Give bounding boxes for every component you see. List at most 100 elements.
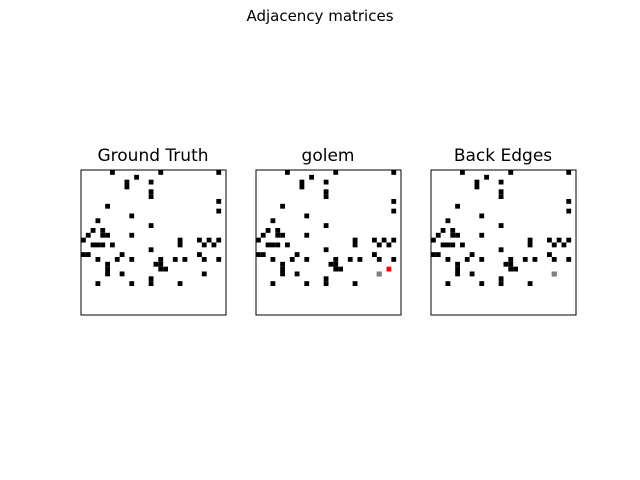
matrix-cell-edge: [148, 179, 154, 185]
matrix-cell-edge: [347, 257, 353, 262]
matrix-cell-edge: [333, 170, 339, 175]
matrix-cell-edge: [460, 170, 465, 175]
matrix-cell-edge: [197, 237, 202, 243]
matrix-cell-edge: [508, 261, 514, 267]
matrix-cell-edge: [85, 252, 91, 257]
matrix-cell-edge: [479, 213, 485, 219]
matrix-cell-edge: [270, 281, 276, 286]
matrix-cell-edge: [391, 208, 397, 214]
matrix-cell-edge: [474, 179, 480, 185]
matrix-cell-edge: [275, 228, 281, 233]
matrix-cell-edge: [372, 252, 377, 257]
matrix-cell-edge: [323, 223, 329, 228]
matrix-cell-edge: [177, 281, 183, 286]
matrix-cell-edge: [129, 257, 135, 262]
matrix-cell-edge: [206, 237, 212, 243]
matrix-cell-edge: [304, 257, 310, 262]
matrix-cell-edge: [134, 174, 139, 180]
matrix-cell-edge: [352, 281, 358, 286]
matrix-cell-edge: [275, 242, 281, 248]
matrix-cell-edge: [527, 237, 533, 243]
matrix-cell-edge: [158, 266, 164, 272]
matrix-cell-edge: [551, 242, 557, 248]
matrix-cell-edge: [201, 271, 207, 277]
matrix-cell-edge: [211, 242, 217, 248]
matrix-cell-edge: [163, 266, 168, 272]
matrix-cell-edge: [197, 252, 202, 257]
matrix-cell-edge: [445, 218, 451, 224]
matrix-cell-edge: [256, 252, 261, 257]
matrix-cell-edge: [201, 242, 207, 248]
matrix-cell-edge: [270, 242, 276, 248]
matrix-cell-edge: [90, 242, 96, 248]
matrix-cell-edge: [294, 252, 300, 257]
matrix-cell-edge: [498, 281, 504, 286]
matrix-cell-edge: [129, 232, 135, 238]
matrix-cell-edge: [333, 261, 339, 267]
matrix-cell-edge: [285, 242, 290, 248]
matrix-cell-edge: [566, 170, 572, 175]
matrix-cell-edge: [177, 237, 183, 243]
matrix-cell-edge: [431, 237, 436, 243]
matrix-cell-edge: [479, 257, 485, 262]
matrix-cell-edge: [498, 247, 504, 253]
matrix-cell-edge: [508, 266, 514, 272]
matrix-cell-edge: [105, 266, 110, 272]
matrix-cell-edge: [323, 276, 329, 282]
matrix-cell-edge: [265, 228, 271, 233]
matrix-cell-highlight: [551, 271, 557, 277]
matrix-cell-edge: [498, 276, 504, 282]
matrix-cell-edge: [547, 237, 552, 243]
panel-back-edges: Back Edges: [430, 146, 577, 316]
matrix-cell-edge: [148, 281, 154, 286]
matrix-cell-edge: [148, 223, 154, 228]
matrix-cell-edge: [201, 257, 207, 262]
matrix-cell-edge: [527, 242, 533, 248]
matrix-cell-edge: [270, 218, 276, 224]
matrix-cell-edge: [129, 281, 135, 286]
matrix-cell-edge: [391, 170, 397, 175]
matrix-cell-edge: [376, 257, 382, 262]
matrix-cell-edge: [460, 242, 465, 248]
matrix-cell-edge: [450, 242, 456, 248]
matrix-cell-edge: [566, 257, 572, 262]
matrix-cell-edge: [285, 170, 290, 175]
matrix-cell-edge: [177, 242, 183, 248]
matrix-cell-edge: [333, 257, 339, 262]
matrix-cell-edge: [280, 266, 285, 272]
matrix-cell-edge: [464, 257, 470, 262]
matrix-cell-edge: [566, 237, 572, 243]
matrix-cell-edge: [280, 261, 285, 267]
matrix-cell-highlight: [376, 271, 382, 277]
matrix-cell-edge: [391, 199, 397, 204]
matrix-cell-edge: [561, 242, 567, 248]
matrix-cell-edge: [547, 252, 552, 257]
matrix-cell-edge: [158, 257, 164, 262]
matrix-cell-edge: [105, 203, 110, 209]
matrix-cell-edge: [323, 247, 329, 253]
matrix-cell-edge: [328, 261, 334, 267]
matrix-cell-edge: [158, 170, 164, 175]
matrix-cell-edge: [95, 218, 101, 224]
panel-title-back-edges: Back Edges: [454, 146, 552, 166]
matrix-cell-edge: [498, 189, 504, 195]
matrix-cell-edge: [216, 208, 222, 214]
matrix-cell-edge: [299, 184, 305, 190]
matrix-cell-edge: [381, 237, 387, 243]
matrix-cell-edge: [105, 271, 110, 277]
matrix-cell-edge: [95, 242, 101, 248]
matrix-cell-edge: [323, 281, 329, 286]
matrix-cell-edge: [216, 257, 222, 262]
matrix-cell-edge: [148, 189, 154, 195]
matrix-cell-edge: [304, 232, 310, 238]
matrix-cell-edge: [566, 208, 572, 214]
matrix-cell-edge: [299, 179, 305, 185]
matrix-cell-edge: [148, 247, 154, 253]
matrix-cell-edge: [391, 237, 397, 243]
matrix-cell-edge: [522, 257, 528, 262]
matrix-cell-edge: [105, 261, 110, 267]
matrix-cell-edge: [498, 194, 504, 199]
matrix-cell-edge: [391, 257, 397, 262]
matrix-cell-edge: [148, 276, 154, 282]
